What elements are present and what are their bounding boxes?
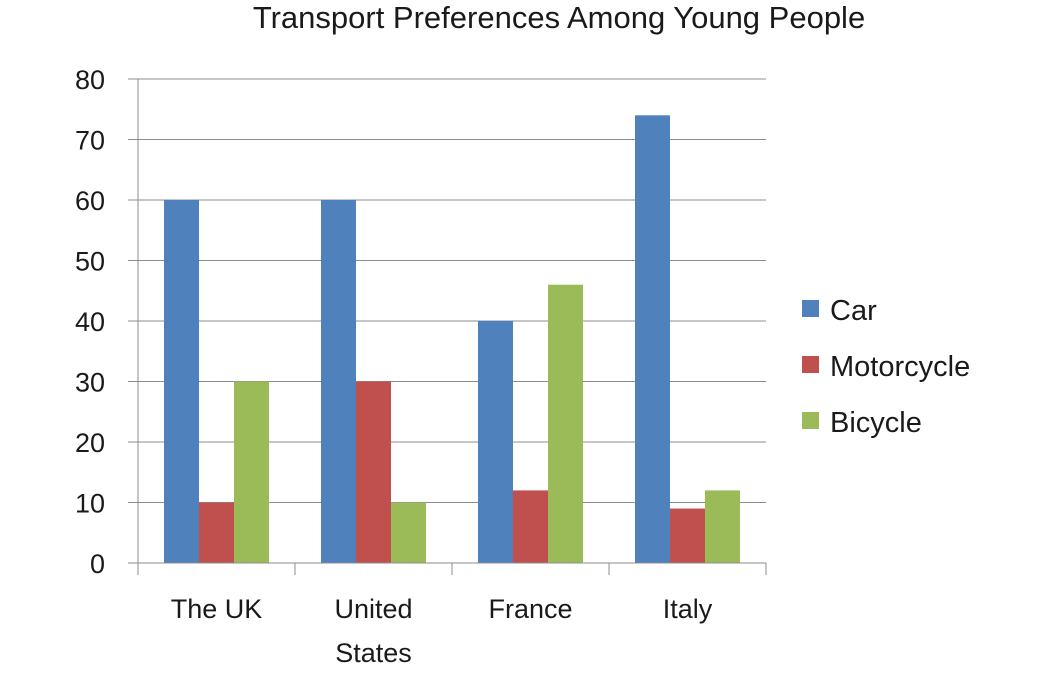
y-tick-label: 60 [75,186,105,216]
bar-motorcycle-0 [199,502,234,563]
legend: Car Motorcycle Bicycle [802,295,970,439]
legend-label-bicycle: Bicycle [830,407,922,439]
bar-motorcycle-2 [513,490,548,563]
x-tick-label: The UK [171,594,263,624]
bar-bicycle-0 [234,381,269,563]
x-tick-label: Italy [663,594,713,624]
y-tick-label: 20 [75,428,105,458]
bar-car-1 [321,200,356,563]
y-tick-label: 0 [90,549,105,579]
y-tick-label: 10 [75,489,105,519]
bar-motorcycle-3 [670,508,705,563]
y-tick-label: 40 [75,307,105,337]
legend-swatch-motorcycle [802,356,819,373]
y-tick-label: 80 [75,65,105,95]
bar-bicycle-3 [705,490,740,563]
bar-bicycle-1 [391,502,426,563]
bar-bicycle-2 [548,284,583,563]
bar-car-0 [164,200,199,563]
legend-label-car: Car [830,295,877,327]
chart-title: Transport Preferences Among Young People [252,0,866,35]
y-tick-label: 50 [75,247,105,277]
bar-motorcycle-1 [356,381,391,563]
gridlines [138,78,766,503]
bar-car-3 [635,115,670,564]
legend-label-motorcycle: Motorcycle [830,351,970,383]
legend-swatch-car [802,300,819,317]
y-tick-label: 70 [75,126,105,156]
x-tick-label: United States [334,594,412,668]
legend-swatch-bicycle [802,412,819,429]
axes: 0 10 20 30 40 50 60 70 80 The UK United States Franc… [75,65,767,668]
x-tick-label: France [488,594,572,624]
y-tick-label: 30 [75,368,105,398]
bar-car-2 [478,321,513,563]
bars [164,115,740,564]
